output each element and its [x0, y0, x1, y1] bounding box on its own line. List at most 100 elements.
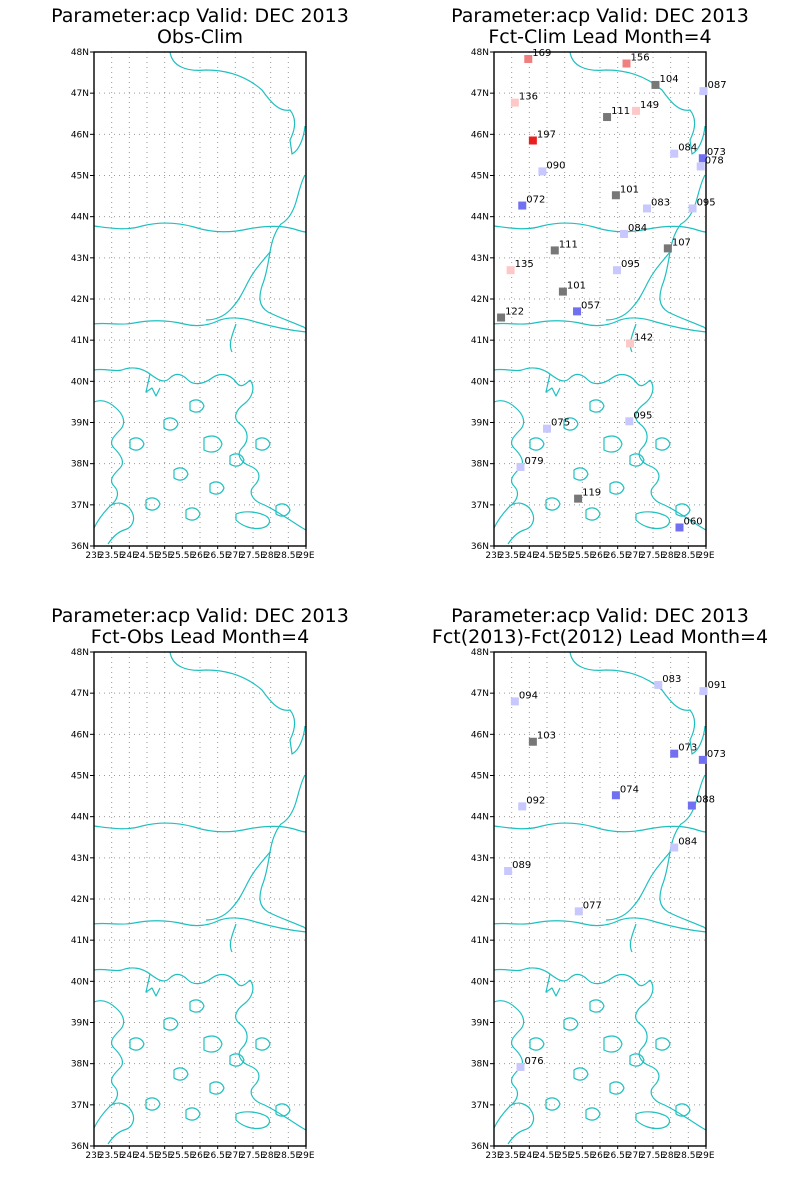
lon-tick-label: 27.5E	[240, 1151, 266, 1161]
station-marker	[670, 149, 679, 158]
lat-tick-label: 39N	[471, 419, 489, 429]
station-label: 197	[537, 130, 556, 141]
lat-tick-label: 38N	[471, 1060, 489, 1070]
lon-tick-label: 25E	[556, 551, 573, 561]
station-label: 075	[551, 418, 570, 429]
lat-tick-label: 42N	[471, 295, 489, 305]
station-label: 169	[532, 48, 551, 59]
lat-tick-label: 46N	[471, 130, 489, 140]
station-label: 095	[633, 410, 652, 421]
station-marker	[698, 755, 707, 764]
lat-tick-label: 36N	[471, 1142, 489, 1152]
station-label: 077	[583, 900, 602, 911]
station-marker	[620, 229, 629, 238]
lon-tick-label: 26E	[591, 551, 608, 561]
station-label: 103	[537, 731, 556, 742]
lon-tick-label: 28.5E	[275, 551, 301, 561]
lon-tick-label: 24E	[521, 1151, 538, 1161]
station-marker	[699, 687, 708, 696]
lat-tick-label: 43N	[471, 854, 489, 864]
station-marker	[642, 204, 651, 213]
lat-tick-label: 37N	[71, 501, 89, 511]
lat-tick-label: 38N	[71, 460, 89, 470]
lat-tick-label: 43N	[71, 254, 89, 264]
lat-tick-label: 44N	[471, 213, 489, 223]
lat-tick-label: 39N	[471, 1019, 489, 1029]
panel-title: Parameter:acp Valid: DEC 2013	[451, 605, 749, 627]
lat-tick-label: 38N	[471, 460, 489, 470]
station-marker	[497, 313, 506, 322]
lon-tick-label: 25.5E	[169, 1151, 195, 1161]
station-marker	[528, 737, 537, 746]
lon-tick-label: 23.5E	[99, 1151, 125, 1161]
station-label: 101	[567, 281, 586, 292]
station-label: 076	[525, 1056, 544, 1067]
station-label: 078	[705, 155, 724, 166]
lat-tick-label: 43N	[471, 254, 489, 264]
lat-tick-label: 40N	[71, 377, 89, 387]
station-label: 107	[672, 237, 691, 248]
lon-tick-label: 26.5E	[605, 551, 631, 561]
station-label: 072	[526, 195, 545, 206]
station-marker	[550, 246, 559, 255]
lat-tick-label: 47N	[71, 689, 89, 699]
lon-tick-label: 25E	[156, 551, 173, 561]
lat-tick-label: 48N	[71, 648, 89, 658]
station-marker	[524, 54, 533, 63]
lat-tick-label: 46N	[471, 730, 489, 740]
station-marker	[528, 136, 537, 145]
lon-tick-label: 25E	[156, 1151, 173, 1161]
station-marker	[663, 244, 672, 253]
lat-tick-label: 41N	[471, 336, 489, 346]
station-marker	[688, 204, 697, 213]
lon-tick-label: 26E	[191, 551, 208, 561]
station-marker	[698, 154, 707, 163]
station-label: 084	[628, 223, 647, 234]
station-marker	[516, 1062, 525, 1071]
lon-tick-label: 29E	[697, 1151, 714, 1161]
lat-tick-label: 39N	[71, 419, 89, 429]
station-label: 091	[708, 680, 727, 691]
lat-tick-label: 48N	[471, 48, 489, 58]
station-label: 111	[559, 239, 578, 250]
panel-subtitle: Obs-Clim	[157, 26, 243, 48]
station-label: 094	[519, 690, 538, 701]
station-label: 073	[707, 749, 726, 760]
lat-tick-label: 48N	[71, 48, 89, 58]
panel-subtitle: Fct-Obs Lead Month=4	[91, 626, 309, 648]
lon-tick-label: 23.5E	[499, 551, 525, 561]
station-label: 122	[505, 307, 524, 318]
station-marker	[506, 266, 515, 275]
station-label: 092	[526, 795, 545, 806]
lat-tick-label: 40N	[471, 977, 489, 987]
lat-tick-label: 36N	[71, 1142, 89, 1152]
lon-tick-label: 26.5E	[605, 1151, 631, 1161]
station-label: 149	[640, 100, 659, 111]
station-marker	[510, 98, 519, 107]
lat-tick-label: 42N	[471, 895, 489, 905]
lat-tick-label: 46N	[71, 730, 89, 740]
lon-tick-label: 23E	[85, 551, 102, 561]
lon-tick-label: 24.5E	[534, 1151, 560, 1161]
station-marker	[622, 59, 631, 68]
lon-tick-label: 29E	[297, 551, 314, 561]
station-marker	[625, 417, 634, 426]
lon-tick-label: 23E	[485, 551, 502, 561]
station-label: 084	[678, 143, 697, 154]
lat-tick-label: 41N	[471, 936, 489, 946]
lon-tick-label: 27E	[227, 1151, 244, 1161]
lat-tick-label: 41N	[71, 936, 89, 946]
station-label: 083	[662, 674, 681, 685]
station-label: 090	[546, 160, 565, 171]
station-marker	[518, 201, 527, 210]
lon-tick-label: 25.5E	[569, 551, 595, 561]
panel-title: Parameter:acp Valid: DEC 2013	[51, 5, 349, 27]
station-marker	[510, 697, 519, 706]
lon-tick-label: 28E	[262, 1151, 279, 1161]
lon-tick-label: 24.5E	[134, 551, 160, 561]
lat-tick-label: 47N	[471, 89, 489, 99]
station-marker	[516, 462, 525, 471]
map-panel: Parameter:acp Valid: DEC 2013Fct(2013)-F…	[432, 605, 768, 1161]
